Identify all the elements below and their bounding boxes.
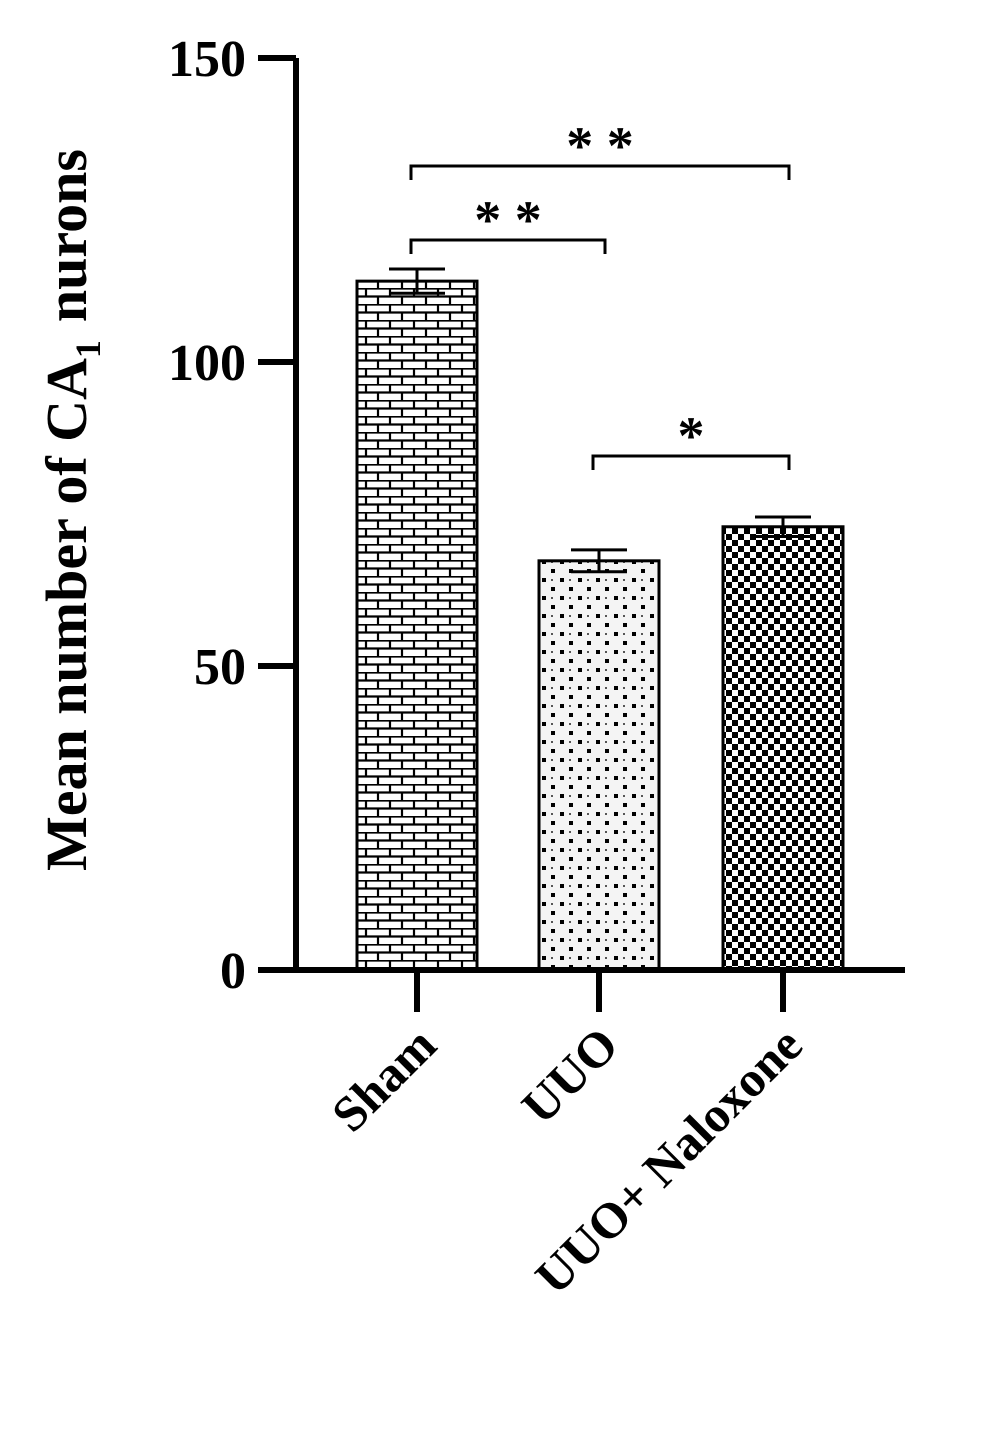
y-title-part: Mean number of CA: [34, 358, 99, 871]
y-tick-label: 150: [168, 31, 246, 88]
significance-label: *: [678, 406, 705, 466]
x-tick-label: Sham: [321, 1016, 447, 1142]
bar: [537, 559, 661, 972]
y-axis-title: Mean number of CA1 nurons: [34, 149, 108, 871]
significance-bracket: [591, 454, 791, 470]
significance-label: * *: [474, 190, 542, 250]
bar: [355, 279, 479, 972]
significance-bracket: [409, 238, 607, 254]
significance-bracket: [409, 164, 791, 180]
x-tick-label: UUO: [511, 1016, 629, 1134]
error-bar: [755, 515, 811, 538]
y-tick-label: 50: [194, 639, 246, 696]
error-bar: [571, 548, 627, 574]
y-title-subscript: 1: [68, 340, 108, 358]
error-bar: [389, 267, 445, 295]
y-tick-label: 0: [220, 943, 246, 1000]
significance-label: * *: [566, 116, 634, 176]
y-title-part: nurons: [34, 149, 99, 322]
y-tick-label: 100: [168, 335, 246, 392]
bar: [721, 525, 845, 972]
